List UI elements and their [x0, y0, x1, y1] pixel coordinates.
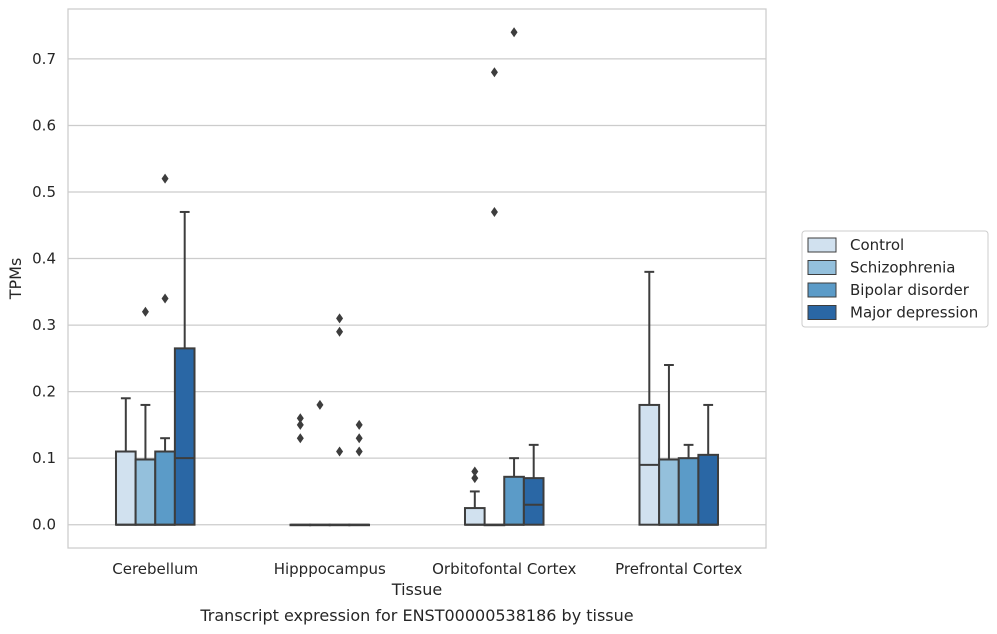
y-tick-label: 0.0 [32, 516, 56, 534]
x-tick-label: Orbitofontal Cortex [432, 560, 576, 578]
box-body [658, 458, 680, 526]
box-body [503, 475, 525, 526]
box [134, 306, 157, 526]
outlier-point [355, 419, 363, 430]
y-axis-label: TPMs [6, 258, 25, 301]
y-tick-label: 0.7 [32, 50, 56, 68]
outlier-point [296, 419, 304, 430]
box [348, 419, 371, 527]
box [677, 443, 700, 526]
outlier-point [355, 433, 363, 444]
outlier-point [141, 306, 149, 317]
box [173, 210, 196, 526]
outlier-point [510, 27, 518, 38]
legend-label: Major depression [850, 304, 978, 322]
y-tick-label: 0.5 [32, 183, 56, 201]
box [328, 313, 351, 527]
box [503, 27, 525, 526]
box [697, 403, 720, 526]
x-axis-label: Tissue [391, 580, 442, 599]
box [289, 413, 312, 527]
y-tick-label: 0.2 [32, 383, 56, 401]
figure-caption: Transcript expression for ENST0000053818… [200, 606, 634, 625]
box-body [154, 450, 176, 526]
y-tick-label: 0.4 [32, 250, 56, 268]
box [309, 399, 331, 527]
x-tick-label: Hipppocampus [274, 560, 386, 578]
box [463, 466, 486, 526]
box-body [677, 457, 700, 526]
legend: Control Schizophrenia Bipolar disorder Majo… [801, 230, 989, 328]
outlier-point [490, 206, 498, 217]
box [658, 364, 680, 526]
outlier-point [471, 473, 479, 484]
y-tick-label: 0.6 [32, 116, 56, 134]
box [154, 173, 176, 526]
outlier-point [296, 413, 304, 424]
y-tick-labels: 0.0 0.1 0.2 0.3 0.4 0.5 0.6 0.7 [32, 50, 56, 534]
outlier-point [296, 433, 304, 444]
outlier-point [336, 313, 344, 324]
outlier-point [336, 326, 344, 337]
outlier-point [161, 173, 169, 184]
box-body [173, 347, 196, 526]
x-tick-labels: Cerebellum Hipppocampus Orbitofontal Corte… [112, 560, 742, 578]
legend-label: Schizophrenia [850, 259, 955, 277]
outlier-point [471, 466, 479, 477]
legend-swatch [807, 260, 837, 275]
box-body [114, 450, 137, 526]
y-tick-label: 0.3 [32, 316, 56, 334]
box [483, 67, 506, 527]
box [114, 397, 137, 526]
box-body [463, 507, 486, 526]
legend-swatch [807, 237, 837, 253]
legend-label: Bipolar disorder [850, 281, 970, 299]
legend-label: Control [850, 236, 904, 254]
outlier-point [355, 446, 363, 457]
outlier-point [336, 446, 344, 457]
outlier-point [161, 293, 169, 304]
box-series [114, 27, 720, 527]
box [522, 443, 545, 526]
box [638, 270, 661, 526]
outlier-point [490, 67, 498, 78]
box-body [134, 458, 157, 526]
outlier-point [316, 399, 324, 410]
legend-frame [801, 230, 989, 328]
plot-frame [67, 8, 767, 549]
x-tick-label: Cerebellum [112, 560, 198, 578]
box-body [697, 453, 720, 526]
box-body [522, 477, 545, 526]
legend-swatch [807, 282, 837, 298]
x-tick-label: Prefrontal Cortex [615, 560, 742, 578]
y-tick-label: 0.1 [32, 449, 56, 467]
legend-swatch [807, 305, 837, 320]
